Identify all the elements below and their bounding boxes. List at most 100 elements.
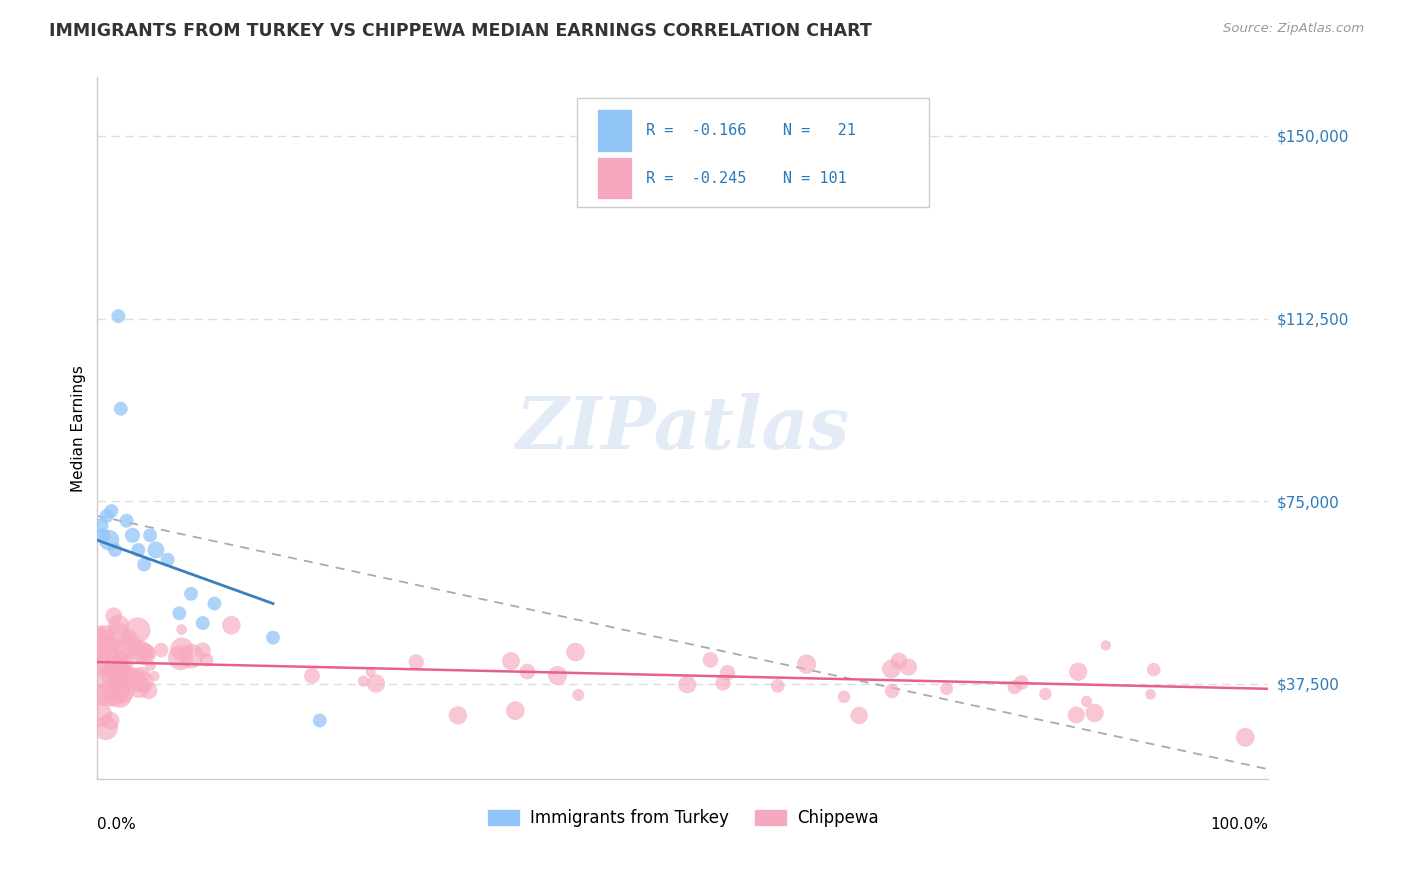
- Point: [169, 650, 191, 665]
- Point: [880, 684, 903, 698]
- Point: [96, 508, 118, 523]
- Point: [108, 664, 131, 678]
- Point: [352, 674, 374, 689]
- Point: [107, 309, 129, 323]
- Point: [112, 668, 135, 682]
- Point: [105, 685, 128, 699]
- Text: IMMIGRANTS FROM TURKEY VS CHIPPEWA MEDIAN EARNINGS CORRELATION CHART: IMMIGRANTS FROM TURKEY VS CHIPPEWA MEDIA…: [49, 22, 872, 40]
- Point: [127, 623, 149, 637]
- Point: [848, 708, 870, 723]
- Point: [364, 676, 387, 690]
- Point: [89, 656, 111, 670]
- Point: [121, 528, 143, 542]
- Point: [131, 667, 153, 681]
- Text: 100.0%: 100.0%: [1211, 817, 1268, 832]
- Point: [103, 688, 125, 702]
- Point: [111, 684, 134, 698]
- Point: [131, 674, 153, 689]
- Point: [195, 653, 218, 667]
- Point: [112, 673, 135, 688]
- Point: [134, 558, 156, 572]
- Point: [564, 645, 586, 659]
- Point: [115, 514, 138, 528]
- Point: [301, 669, 323, 683]
- Point: [97, 687, 120, 701]
- Point: [169, 607, 191, 621]
- Point: [89, 689, 111, 703]
- Point: [447, 708, 470, 723]
- Point: [567, 688, 589, 702]
- Point: [676, 677, 699, 691]
- Point: [98, 670, 121, 684]
- Point: [98, 533, 121, 548]
- Point: [1035, 687, 1057, 701]
- Bar: [598, 110, 633, 152]
- Text: ZIPatlas: ZIPatlas: [516, 392, 849, 464]
- Point: [114, 662, 136, 676]
- Point: [90, 637, 112, 651]
- Point: [897, 660, 920, 674]
- Point: [145, 543, 167, 558]
- Point: [110, 668, 132, 682]
- Point: [499, 654, 522, 668]
- Bar: [598, 157, 633, 199]
- Point: [108, 690, 131, 704]
- Point: [156, 552, 179, 566]
- Point: [1234, 731, 1257, 745]
- Point: [89, 625, 111, 640]
- Point: [139, 528, 162, 542]
- Point: [221, 618, 243, 632]
- Point: [1066, 708, 1088, 723]
- Text: 0.0%: 0.0%: [97, 817, 136, 832]
- Point: [1139, 687, 1161, 701]
- Point: [191, 643, 214, 657]
- Point: [135, 645, 157, 659]
- Point: [100, 714, 122, 728]
- Point: [143, 669, 166, 683]
- FancyBboxPatch shape: [578, 98, 928, 207]
- Point: [547, 668, 569, 682]
- Point: [360, 665, 382, 679]
- Point: [170, 623, 193, 637]
- Point: [1084, 706, 1107, 720]
- Point: [100, 504, 122, 518]
- Point: [170, 642, 193, 657]
- Point: [94, 628, 117, 642]
- Point: [110, 401, 132, 416]
- Point: [134, 647, 156, 661]
- Point: [1067, 665, 1090, 679]
- Point: [127, 543, 149, 558]
- Point: [516, 665, 538, 679]
- Point: [90, 518, 112, 533]
- Point: [138, 683, 160, 698]
- Point: [96, 665, 118, 679]
- Point: [308, 714, 330, 728]
- Point: [112, 644, 135, 658]
- Point: [105, 668, 128, 682]
- Y-axis label: Median Earnings: Median Earnings: [72, 365, 86, 491]
- Point: [111, 683, 134, 698]
- Point: [935, 681, 957, 696]
- Legend: Immigrants from Turkey, Chippewa: Immigrants from Turkey, Chippewa: [479, 802, 886, 834]
- Point: [114, 640, 136, 655]
- Point: [115, 654, 138, 668]
- Point: [103, 636, 125, 650]
- Point: [89, 648, 111, 663]
- Point: [103, 684, 125, 698]
- Point: [262, 631, 284, 645]
- Point: [503, 704, 526, 718]
- Point: [139, 659, 162, 673]
- Point: [93, 643, 115, 657]
- Point: [107, 627, 129, 641]
- Text: R =  -0.166    N =   21: R = -0.166 N = 21: [647, 123, 856, 138]
- Point: [105, 655, 128, 669]
- Point: [98, 639, 121, 653]
- Point: [118, 631, 141, 645]
- Point: [1143, 663, 1166, 677]
- Point: [405, 655, 427, 669]
- Point: [880, 662, 903, 676]
- Text: R =  -0.245    N = 101: R = -0.245 N = 101: [647, 170, 848, 186]
- Point: [107, 665, 129, 680]
- Point: [716, 665, 738, 680]
- Point: [101, 646, 124, 660]
